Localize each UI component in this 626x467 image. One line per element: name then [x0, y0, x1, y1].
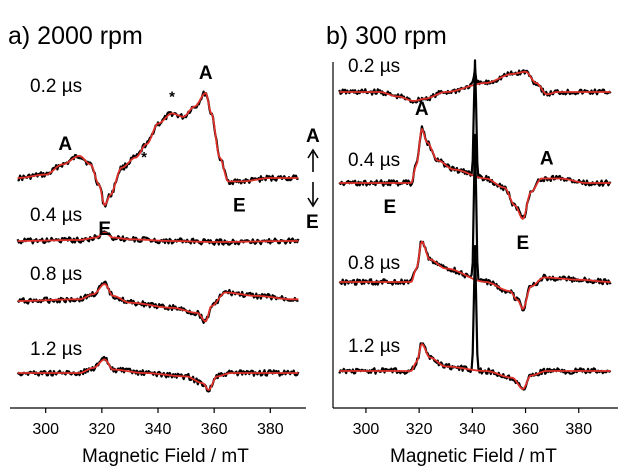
panel-a-delay-label-0: 0.2 µs — [30, 76, 82, 97]
panel-a-simulation-trace — [17, 231, 299, 243]
panel-a-x-tick-label: 320 — [88, 421, 115, 438]
panel-a-x-axis-title: Magnetic Field / mT — [82, 446, 249, 467]
panel-b-title: b) 300 rpm — [326, 22, 447, 50]
legend-arrow-up-head — [307, 148, 319, 159]
panel-a-experimental-trace — [16, 230, 300, 246]
panel-b-simulation-trace — [339, 343, 611, 390]
panel-b-delay-label-0: 0.2 µs — [348, 56, 400, 77]
panel-a-x-tick-label: 340 — [145, 421, 172, 438]
phase-legend: A E — [306, 126, 320, 233]
panel-b-delay-label-2: 0.8 µs — [348, 253, 400, 274]
panel-a-delay-label-2: 0.8 µs — [30, 264, 82, 285]
legend-arrow-down-head — [307, 197, 319, 208]
panel-b-experimental-trace — [338, 133, 612, 312]
panel-a-x-tick-label: 380 — [257, 421, 284, 438]
panel-b-plot: 300 320 340 360 380 0.2 µs 0.4 µs 0.8 µs 1.2… — [332, 56, 618, 467]
panel-a-annotation-star: * — [169, 88, 175, 105]
legend-absorption-label: A — [306, 126, 320, 147]
panel-b-annotation-a: A — [415, 99, 429, 120]
panel-a-plot: 300 320 340 360 380 0.2 µs 0.4 µs 0.8 µs 1.2… — [10, 76, 306, 467]
panel-b-annotation-a: A — [540, 149, 554, 170]
panel-b-x-tick-label: 300 — [353, 421, 380, 438]
panel-a-simulation-trace — [17, 358, 299, 391]
legend-emission-label: E — [306, 212, 319, 233]
panel-a-annotation-e: E — [233, 195, 246, 216]
panel-b-annotation-e: E — [517, 233, 530, 254]
panel-a-x-tick-label: 360 — [201, 421, 228, 438]
panel-a-x-tick-label: 300 — [32, 421, 59, 438]
panel-a-simulation-trace — [17, 92, 299, 206]
panel-b-x-axis-title: Magnetic Field / mT — [390, 446, 557, 467]
panel-b-x-tick-label: 340 — [459, 421, 486, 438]
panel-a-annotation-star: * — [141, 149, 147, 166]
panel-a-delay-label-3: 1.2 µs — [30, 339, 82, 360]
panel-a-experimental-trace — [16, 280, 299, 324]
panel-b-experimental-trace — [338, 244, 612, 391]
panel-b-x-tick-label: 320 — [406, 421, 433, 438]
panel-a-annotation-e: E — [98, 219, 111, 240]
panel-a-delay-label-1: 0.4 µs — [30, 205, 82, 226]
panel-a-annotation-a: A — [58, 134, 72, 155]
panel-b-x-tick-label: 380 — [565, 421, 592, 438]
panel-a-simulation-trace — [17, 283, 299, 323]
panel-b-x-tick-label: 360 — [512, 421, 539, 438]
panel-b-delay-label-1: 0.4 µs — [348, 150, 400, 171]
panel-b-annotation-e: E — [384, 197, 397, 218]
panel-b-delay-label-3: 1.2 µs — [348, 336, 400, 357]
panel-a-title: a) 2000 rpm — [8, 22, 143, 50]
panel-a-annotation-a: A — [199, 63, 213, 84]
